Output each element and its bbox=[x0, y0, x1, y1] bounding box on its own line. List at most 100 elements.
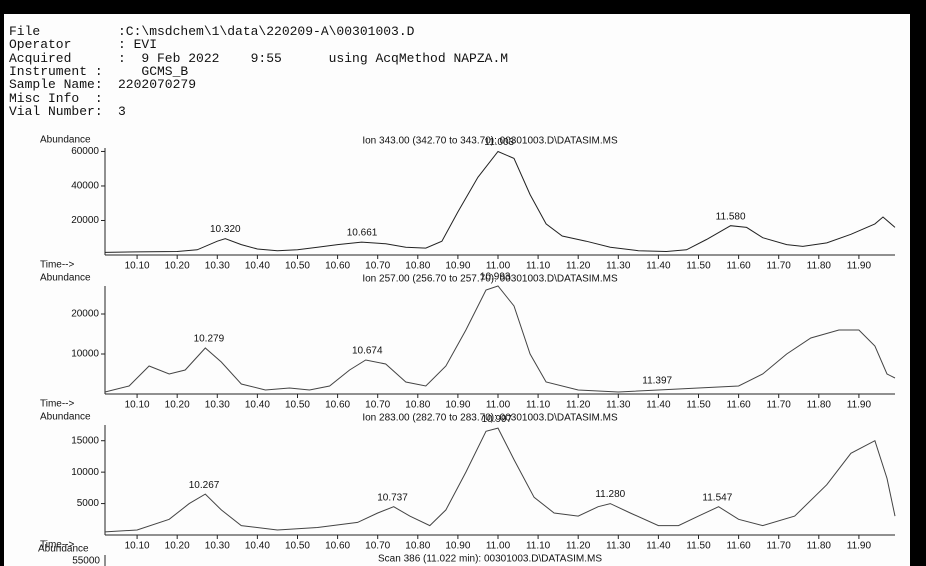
x-tick-label: 10.50 bbox=[285, 261, 310, 272]
x-tick-label: 11.30 bbox=[606, 541, 631, 552]
peak-label: 10.993 bbox=[480, 272, 511, 283]
y-tick-label: 20000 bbox=[71, 215, 99, 226]
y-axis-label: Abundance bbox=[40, 135, 91, 146]
scan-y-label: Abundance bbox=[38, 544, 89, 555]
chart-title: Ion 343.00 (342.70 to 343.70): 00301003.… bbox=[362, 136, 618, 147]
y-tick-label: 10000 bbox=[71, 349, 99, 360]
x-tick-label: 10.10 bbox=[125, 261, 150, 272]
x-tick-label: 10.90 bbox=[445, 261, 470, 272]
x-tick-label: 11.40 bbox=[646, 261, 671, 272]
x-tick-label: 11.90 bbox=[847, 541, 872, 552]
x-tick-label: 11.90 bbox=[847, 400, 872, 411]
y-tick-label: 20000 bbox=[71, 309, 99, 320]
peak-label: 10.661 bbox=[347, 228, 378, 239]
chart-title: Ion 257.00 (256.70 to 257.70): 00301003.… bbox=[362, 274, 618, 285]
x-tick-label: 10.60 bbox=[325, 400, 350, 411]
x-tick-label: 11.80 bbox=[807, 400, 832, 411]
header-value: :C:\msdchem\1\data\220209-A\00301003.D bbox=[118, 24, 415, 39]
x-tick-label: 11.90 bbox=[847, 261, 872, 272]
peak-label: 11.003 bbox=[484, 137, 514, 148]
x-tick-label: 11.60 bbox=[726, 400, 751, 411]
x-axis-label: Time--> bbox=[40, 540, 75, 551]
x-tick-label: 10.20 bbox=[165, 400, 190, 411]
x-tick-label: 11.10 bbox=[526, 400, 551, 411]
peak-label: 10.267 bbox=[189, 480, 220, 491]
x-tick-label: 10.20 bbox=[165, 261, 190, 272]
x-tick-label: 11.60 bbox=[726, 261, 751, 272]
peak-label: 10.737 bbox=[377, 492, 408, 503]
x-tick-label: 11.70 bbox=[767, 400, 792, 411]
x-axis-label: Time--> bbox=[40, 260, 75, 271]
x-tick-label: 11.50 bbox=[686, 541, 711, 552]
x-tick-label: 10.60 bbox=[325, 541, 350, 552]
x-tick-label: 10.70 bbox=[365, 400, 390, 411]
x-tick-label: 10.30 bbox=[205, 261, 230, 272]
x-tick-label: 11.00 bbox=[486, 541, 511, 552]
x-tick-label: 11.00 bbox=[486, 261, 511, 272]
x-tick-label: 11.20 bbox=[566, 261, 591, 272]
y-tick-label: 10000 bbox=[71, 467, 99, 478]
x-tick-label: 11.70 bbox=[767, 261, 792, 272]
peak-label: 11.580 bbox=[716, 211, 746, 222]
peak-label: 11.397 bbox=[642, 376, 672, 387]
x-tick-label: 10.90 bbox=[445, 541, 470, 552]
header-label: File bbox=[9, 24, 41, 39]
header-label: Sample Name: bbox=[9, 77, 103, 93]
header-value: GCMS_B bbox=[118, 63, 189, 79]
x-tick-label: 11.60 bbox=[726, 541, 751, 552]
header-label: Instrument : bbox=[9, 63, 103, 79]
scan-title: Scan 386 (11.022 min): 00301003.D\DATASI… bbox=[378, 554, 602, 565]
x-tick-label: 10.60 bbox=[325, 261, 350, 272]
header-label: Acquired bbox=[9, 50, 72, 66]
y-axis-label: Abundance bbox=[40, 412, 91, 423]
x-tick-label: 10.40 bbox=[245, 400, 270, 411]
x-tick-label: 11.10 bbox=[526, 261, 551, 272]
chart-title: Ion 283.00 (282.70 to 283.70): 00301003.… bbox=[362, 413, 618, 424]
paper bbox=[4, 14, 910, 566]
y-tick-label: 5000 bbox=[77, 498, 100, 509]
header-value: 3 bbox=[118, 103, 126, 119]
x-tick-label: 11.30 bbox=[606, 261, 631, 272]
x-tick-label: 10.50 bbox=[285, 400, 310, 411]
x-tick-label: 10.20 bbox=[165, 541, 190, 552]
x-tick-label: 11.20 bbox=[566, 400, 591, 411]
scan-y-tick-label: 55000 bbox=[72, 556, 100, 566]
x-tick-label: 11.50 bbox=[686, 400, 711, 411]
header-value: 2202070279 bbox=[118, 77, 197, 93]
x-axis-label: Time--> bbox=[40, 399, 75, 410]
header-label: Misc Info : bbox=[9, 90, 103, 106]
x-tick-label: 10.40 bbox=[245, 541, 270, 552]
y-tick-label: 60000 bbox=[71, 146, 99, 157]
x-tick-label: 10.40 bbox=[245, 261, 270, 272]
y-tick-label: 15000 bbox=[71, 435, 99, 446]
header-label: Vial Number: bbox=[9, 103, 103, 119]
x-tick-label: 11.80 bbox=[807, 541, 832, 552]
peak-label: 10.674 bbox=[352, 346, 383, 357]
y-axis-label: Abundance bbox=[40, 273, 91, 284]
x-tick-label: 10.90 bbox=[445, 400, 470, 411]
x-tick-label: 11.10 bbox=[526, 541, 551, 552]
x-tick-label: 11.30 bbox=[606, 400, 631, 411]
x-tick-label: 11.80 bbox=[807, 261, 832, 272]
x-tick-label: 10.30 bbox=[205, 541, 230, 552]
peak-label: 10.279 bbox=[194, 334, 225, 345]
header-value: : 9 Feb 2022 9:55 using AcqMethod NAPZA.… bbox=[118, 50, 509, 66]
peak-label: 11.280 bbox=[595, 489, 625, 500]
chromatogram-line bbox=[104, 285, 896, 393]
x-tick-label: 11.40 bbox=[646, 541, 671, 552]
y-tick-label: 40000 bbox=[71, 181, 99, 192]
x-tick-label: 10.80 bbox=[405, 541, 430, 552]
x-tick-label: 10.50 bbox=[285, 541, 310, 552]
x-tick-label: 10.10 bbox=[125, 400, 150, 411]
x-tick-label: 11.00 bbox=[486, 400, 511, 411]
peak-label: 10.997 bbox=[481, 414, 512, 425]
x-tick-label: 10.70 bbox=[365, 261, 390, 272]
x-tick-label: 11.20 bbox=[566, 541, 591, 552]
x-tick-label: 10.10 bbox=[125, 541, 150, 552]
peak-label: 11.547 bbox=[702, 492, 732, 503]
x-tick-label: 10.70 bbox=[365, 541, 390, 552]
x-tick-label: 11.50 bbox=[686, 261, 711, 272]
x-tick-label: 11.40 bbox=[646, 400, 671, 411]
